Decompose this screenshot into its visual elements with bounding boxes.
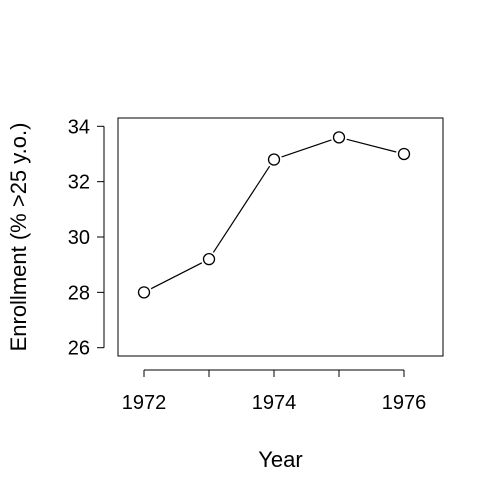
y-tick-label: 30 — [68, 227, 90, 249]
series-line-segment — [212, 165, 271, 253]
data-point — [267, 153, 281, 166]
data-point — [202, 252, 216, 266]
y-axis: 26 28 30 32 34 — [68, 116, 105, 360]
data-point — [137, 286, 151, 299]
y-tick-label: 26 — [68, 338, 90, 360]
data-point — [332, 131, 346, 144]
x-axis: 1972 1974 1976 — [122, 369, 427, 414]
series-line-segment — [281, 139, 332, 158]
x-tick-label: 1974 — [252, 392, 297, 414]
series-layer — [137, 131, 411, 299]
y-tick-label: 28 — [68, 282, 90, 304]
data-point — [397, 147, 411, 161]
series-line-segment — [150, 262, 203, 290]
x-tick-label: 1972 — [122, 392, 167, 414]
y-axis-title: Enrollment (% >25 y.o.) — [6, 123, 31, 352]
plot-frame — [117, 117, 444, 357]
y-tick-label: 32 — [68, 172, 90, 194]
y-tick-label: 34 — [68, 116, 90, 138]
x-tick-label: 1976 — [382, 392, 427, 414]
series-line-segment — [346, 138, 397, 153]
x-axis-title: Year — [258, 447, 302, 472]
